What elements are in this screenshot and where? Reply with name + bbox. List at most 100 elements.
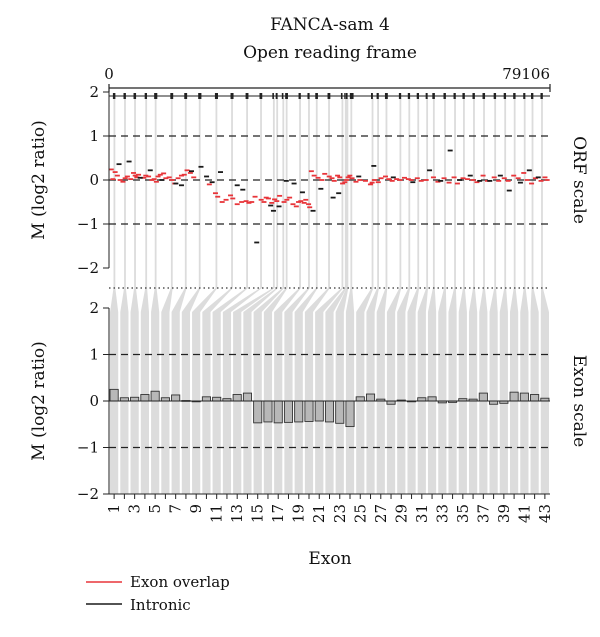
exon-band [263, 98, 288, 494]
exon-band [376, 98, 388, 494]
exon-band [427, 98, 437, 494]
exon-bar [130, 396, 140, 402]
exon-band [335, 98, 349, 494]
x-tick-label: 37 [474, 504, 492, 523]
y-tick-label: −2 [77, 259, 99, 277]
header: FANCA-sam 4 Open reading frame [243, 15, 417, 63]
exon-band [304, 98, 330, 494]
top-y-axis-title: M (log2 ratio) [29, 120, 49, 240]
exon-band [151, 98, 160, 494]
exon-marker [540, 93, 543, 99]
exon-bar [294, 400, 304, 423]
exon-marker [398, 93, 402, 99]
x-tick-label: 15 [249, 504, 267, 523]
exon-marker [472, 93, 475, 99]
exon-marker [230, 93, 234, 99]
exon-marker [275, 93, 278, 99]
exon-marker [345, 93, 348, 99]
y-tick-label: 1 [89, 127, 99, 145]
exon-bar [324, 400, 335, 423]
exon-marker [298, 93, 301, 99]
exon-bar [283, 400, 294, 423]
exon-marker [432, 93, 435, 99]
x-tick-label: 3 [126, 504, 144, 514]
exon-band [479, 98, 488, 494]
gene-track [108, 84, 551, 99]
exon-band [110, 98, 119, 494]
exon-band [458, 98, 467, 494]
x-tick-label: 21 [310, 504, 328, 523]
y-tick-label: 0 [89, 171, 99, 189]
y-tick-label: −2 [77, 485, 99, 503]
exon-band [417, 98, 429, 494]
orf-scale-label: ORF scale [569, 136, 589, 224]
exon-bar [365, 393, 376, 402]
exon-band [284, 98, 310, 494]
x-tick-label: 11 [208, 504, 226, 523]
exon-bar [242, 392, 253, 402]
exon-marker [214, 93, 218, 99]
exon-marker [327, 93, 331, 99]
exon-band [407, 98, 420, 494]
exon-marker [340, 93, 343, 99]
exon-marker [315, 93, 318, 99]
exon-bar [171, 394, 181, 402]
exon-marker [503, 93, 507, 99]
exon-bar [355, 396, 365, 402]
exon-marker [531, 93, 534, 99]
exon-band [294, 98, 318, 494]
exon-marker [112, 93, 116, 99]
exon-bar [232, 394, 242, 402]
exon-bar [150, 390, 160, 402]
exon-band [161, 98, 173, 494]
coordinate-end-label: 79106 [502, 65, 550, 83]
exon-band [140, 98, 149, 494]
exon-marker [523, 93, 526, 99]
x-tick-label: 23 [331, 504, 349, 523]
exon-bar [201, 396, 211, 402]
exon-marker [371, 93, 373, 99]
exon-marker [384, 93, 388, 99]
exon-marker [154, 93, 158, 99]
exon-band [386, 98, 402, 494]
exon-marker [184, 93, 188, 99]
exon-marker [133, 93, 137, 99]
exon-bar [519, 392, 529, 402]
exon-marker [198, 93, 202, 99]
bottom-y-axis-title: M (log2 ratio) [29, 341, 49, 461]
y-tick-label: 2 [89, 299, 99, 317]
x-tick-label: 5 [146, 504, 164, 514]
exon-band [243, 98, 279, 494]
exon-band [520, 98, 529, 494]
exon-bar [345, 400, 355, 428]
exon-marker [349, 93, 354, 99]
exon-band [499, 98, 508, 494]
exon-scale-label: Exon scale [569, 355, 589, 447]
legend-label-exon-overlap: Exon overlap [130, 573, 230, 591]
exon-band [212, 98, 248, 494]
exon-marker [281, 93, 284, 99]
y-tick-label: −1 [77, 439, 99, 457]
x-tick-label: 29 [392, 504, 410, 523]
x-axis-title: Exon [308, 549, 351, 569]
exon-band [345, 98, 355, 494]
exon-band [274, 98, 301, 494]
x-tick-label: 31 [413, 504, 431, 523]
exon-marker [272, 93, 274, 99]
chart-title: FANCA-sam 4 [270, 15, 390, 35]
y-tick-label: 0 [89, 392, 99, 410]
x-tick-label: 13 [228, 504, 246, 523]
exon-band [530, 98, 539, 494]
exon-x-axis: 1 3 5 7 9 11 13 15 17 19 21 23 25 27 29 31 33 35 37 39 41 43 [105, 493, 554, 523]
exon-bar [530, 394, 540, 402]
top-grid [109, 135, 550, 225]
exon-bars [109, 388, 550, 428]
exon-band [448, 98, 457, 494]
chart-subtitle: Open reading frame [243, 43, 417, 63]
exon-marker [376, 93, 379, 99]
exon-marker [462, 93, 465, 99]
exon-marker [285, 93, 288, 99]
bottom-y-axis: −2 −1 0 1 2 [77, 299, 110, 503]
